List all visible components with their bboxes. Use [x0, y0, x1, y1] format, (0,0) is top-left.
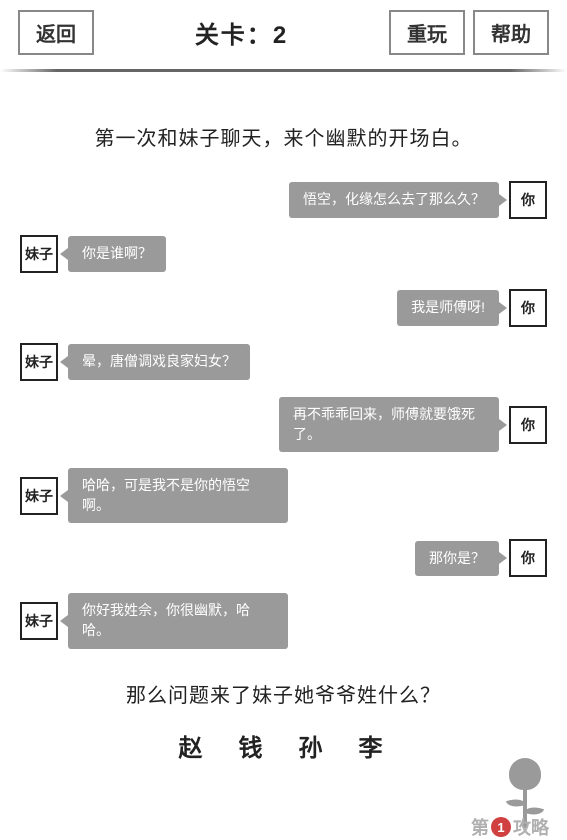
wm-char1: 第 [471, 814, 489, 840]
option-3[interactable]: 孙 [299, 728, 329, 763]
question-text: 那么问题来了妹子她爷爷姓什么？ [20, 679, 547, 708]
chat-row: 妹子 哈哈，可是我不是你的悟空啊。 [20, 468, 547, 523]
chat-row: 悟空，化缘怎么去了那么久？ 你 [20, 181, 547, 219]
option-2[interactable]: 钱 [239, 728, 269, 763]
help-button[interactable]: 帮助 [473, 10, 549, 55]
header-divider [0, 69, 567, 72]
wm-char2: 攻略 [513, 814, 549, 840]
option-1[interactable]: 赵 [179, 728, 209, 763]
avatar-girl: 妹子 [20, 343, 58, 381]
replay-button[interactable]: 重玩 [389, 10, 465, 55]
chat-bubble: 晕，唐僧调戏良家妇女？ [68, 344, 250, 380]
chat-bubble: 再不乖乖回来，师傅就要饿死了。 [279, 397, 499, 452]
chat-bubble: 悟空，化缘怎么去了那么久？ [289, 182, 499, 218]
chat-row: 我是师傅呀! 你 [20, 289, 547, 327]
chat-row: 妹子 晕，唐僧调戏良家妇女？ [20, 343, 547, 381]
chat-row: 再不乖乖回来，师傅就要饿死了。 你 [20, 397, 547, 452]
level-title: 关卡：2 [102, 15, 381, 50]
chat-bubble: 你好我姓佘，你很幽默，哈哈。 [68, 593, 288, 648]
watermark-text: 第 1 攻略 [471, 814, 549, 840]
avatar-girl: 妹子 [20, 235, 58, 273]
chat-bubble: 你是谁啊？ [68, 236, 166, 272]
wm-number: 1 [491, 817, 511, 837]
option-4[interactable]: 李 [359, 728, 389, 763]
chat-row: 妹子 你好我姓佘，你很幽默，哈哈。 [20, 593, 547, 648]
chat-bubble: 哈哈，可是我不是你的悟空啊。 [68, 468, 288, 523]
avatar-you: 你 [509, 406, 547, 444]
chat-row: 妹子 你是谁啊？ [20, 235, 547, 273]
chat-row: 那你是？ 你 [20, 539, 547, 577]
intro-text: 第一次和妹子聊天，来个幽默的开场白。 [20, 122, 547, 151]
avatar-girl: 妹子 [20, 602, 58, 640]
avatar-you: 你 [509, 289, 547, 327]
answer-options: 赵 钱 孙 李 [0, 728, 567, 763]
chat-bubble: 那你是？ [415, 541, 499, 577]
avatar-girl: 妹子 [20, 477, 58, 515]
title-prefix: 关卡： [195, 22, 273, 49]
header-bar: 返回 关卡：2 重玩 帮助 [0, 0, 567, 65]
chat-area: 悟空，化缘怎么去了那么久？ 你 妹子 你是谁啊？ 我是师傅呀! 你 妹子 晕，唐… [0, 181, 567, 649]
back-button[interactable]: 返回 [18, 10, 94, 55]
level-number: 2 [273, 22, 288, 49]
avatar-you: 你 [509, 181, 547, 219]
avatar-you: 你 [509, 539, 547, 577]
chat-bubble: 我是师傅呀! [397, 290, 499, 326]
